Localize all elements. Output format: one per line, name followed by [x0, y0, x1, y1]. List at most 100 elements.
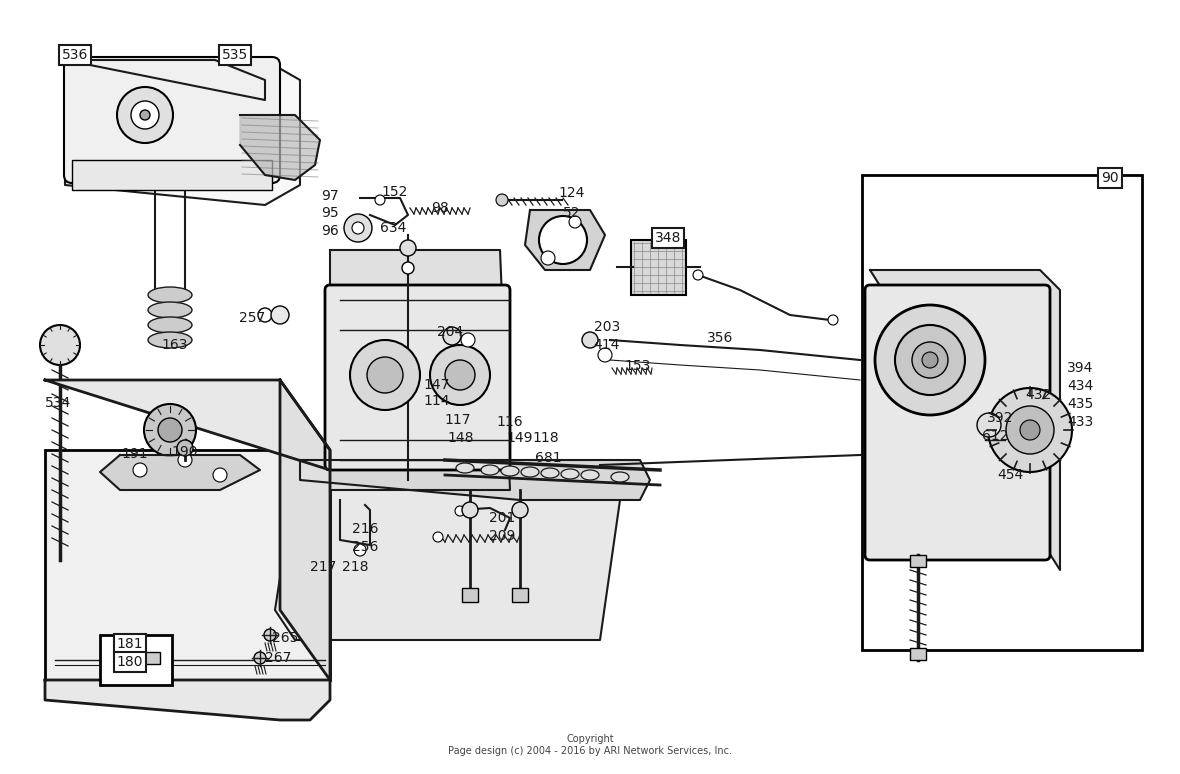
Bar — [863, 175, 1142, 650]
Circle shape — [1007, 406, 1054, 454]
Text: 536: 536 — [61, 48, 88, 62]
Circle shape — [367, 357, 404, 393]
Ellipse shape — [522, 467, 539, 477]
Text: 98: 98 — [431, 201, 448, 215]
Text: 681: 681 — [535, 451, 562, 465]
Text: 149: 149 — [506, 431, 533, 445]
Circle shape — [433, 532, 442, 542]
Polygon shape — [525, 210, 605, 270]
Circle shape — [1020, 420, 1040, 440]
Ellipse shape — [148, 332, 192, 348]
Text: 534: 534 — [45, 396, 71, 410]
Circle shape — [350, 340, 420, 410]
Polygon shape — [45, 680, 330, 720]
Circle shape — [539, 216, 586, 264]
FancyBboxPatch shape — [865, 285, 1050, 560]
Ellipse shape — [148, 317, 192, 333]
Text: 267: 267 — [264, 651, 291, 665]
Text: 216: 216 — [352, 522, 379, 536]
Text: 148: 148 — [447, 431, 474, 445]
Text: 117: 117 — [445, 413, 471, 427]
Circle shape — [455, 506, 465, 516]
Circle shape — [214, 468, 227, 482]
Text: 612: 612 — [982, 429, 1008, 443]
Text: 95: 95 — [321, 206, 339, 220]
Circle shape — [463, 502, 478, 518]
Circle shape — [345, 214, 372, 242]
Text: 535: 535 — [222, 48, 248, 62]
Polygon shape — [280, 380, 330, 680]
Circle shape — [977, 413, 1001, 437]
Circle shape — [158, 418, 182, 442]
Circle shape — [40, 325, 80, 365]
Circle shape — [582, 332, 598, 348]
Text: 114: 114 — [424, 394, 451, 408]
Circle shape — [988, 388, 1071, 472]
Text: 201: 201 — [489, 511, 516, 525]
Text: 118: 118 — [532, 431, 559, 445]
Bar — [631, 240, 686, 295]
Text: 218: 218 — [342, 560, 368, 574]
Circle shape — [375, 195, 385, 205]
Text: 392: 392 — [986, 411, 1014, 425]
Text: 153: 153 — [625, 359, 651, 373]
Polygon shape — [275, 480, 620, 640]
Ellipse shape — [540, 468, 559, 478]
Text: 435: 435 — [1067, 397, 1093, 411]
Polygon shape — [300, 460, 650, 500]
Polygon shape — [45, 380, 330, 470]
Text: 348: 348 — [655, 231, 681, 245]
Circle shape — [496, 194, 509, 206]
Ellipse shape — [148, 302, 192, 318]
Circle shape — [352, 222, 363, 234]
Text: 209: 209 — [489, 529, 516, 543]
Ellipse shape — [581, 470, 599, 480]
Text: 256: 256 — [352, 540, 378, 554]
Circle shape — [117, 87, 173, 143]
Circle shape — [922, 352, 938, 368]
Text: 356: 356 — [707, 331, 733, 345]
Bar — [512, 588, 527, 602]
Ellipse shape — [502, 466, 519, 476]
Circle shape — [140, 110, 150, 120]
Text: 163: 163 — [162, 338, 189, 352]
Text: 203: 203 — [594, 320, 621, 334]
Circle shape — [178, 453, 192, 467]
Ellipse shape — [455, 463, 474, 473]
Polygon shape — [330, 250, 510, 490]
Text: 190: 190 — [172, 445, 198, 459]
Ellipse shape — [560, 469, 579, 479]
Circle shape — [354, 544, 366, 556]
Circle shape — [876, 305, 985, 415]
Bar — [463, 588, 478, 602]
Text: 217: 217 — [310, 560, 336, 574]
Bar — [100, 635, 172, 685]
Bar — [910, 555, 926, 567]
Bar — [45, 450, 330, 680]
Text: 181: 181 — [117, 637, 143, 651]
Circle shape — [402, 262, 414, 274]
Text: 96: 96 — [321, 224, 339, 238]
Text: 147: 147 — [424, 378, 451, 392]
FancyBboxPatch shape — [324, 285, 510, 470]
Text: 454: 454 — [997, 468, 1023, 482]
Polygon shape — [100, 455, 260, 490]
Circle shape — [144, 404, 196, 456]
Circle shape — [912, 342, 948, 378]
Circle shape — [540, 251, 555, 265]
Circle shape — [254, 652, 266, 664]
Polygon shape — [65, 60, 300, 205]
Text: 90: 90 — [1101, 171, 1119, 185]
Circle shape — [430, 345, 490, 405]
Bar — [120, 652, 160, 664]
Bar — [910, 648, 926, 660]
Circle shape — [271, 306, 289, 324]
Text: 414: 414 — [594, 338, 621, 352]
Circle shape — [693, 270, 703, 280]
Circle shape — [569, 216, 581, 228]
Circle shape — [828, 315, 838, 325]
FancyBboxPatch shape — [64, 57, 280, 183]
Circle shape — [177, 440, 194, 456]
Circle shape — [894, 325, 965, 395]
Circle shape — [400, 240, 417, 256]
